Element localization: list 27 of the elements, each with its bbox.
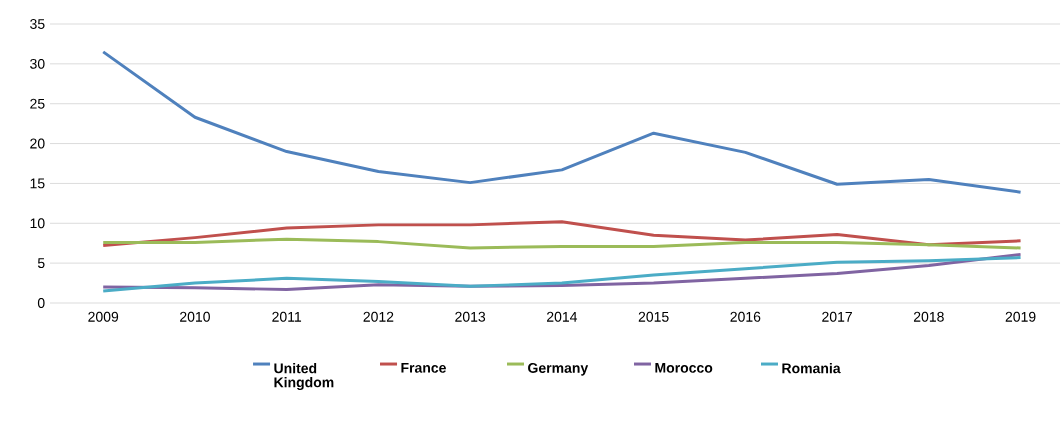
x-tick-label: 2009 xyxy=(88,311,119,322)
legend-label: Romania xyxy=(782,362,841,374)
x-tick-label: 2016 xyxy=(730,311,761,322)
x-tick-label: 2019 xyxy=(1005,311,1036,322)
x-tick-label: 2010 xyxy=(180,311,210,322)
x-tick-label: 2013 xyxy=(455,311,486,322)
line-series xyxy=(101,220,1023,248)
legend-label: Germany xyxy=(528,362,589,376)
line-series xyxy=(101,50,1023,194)
legend-label: France xyxy=(401,362,446,373)
x-tick-label: 2017 xyxy=(822,311,852,322)
x-tick-label: 2018 xyxy=(913,311,944,322)
y-tick-label: 15 xyxy=(30,178,45,189)
line-series xyxy=(101,237,1023,250)
x-tick-label: 2012 xyxy=(363,311,394,322)
y-tick-label: 35 xyxy=(30,19,45,29)
x-tick-label: 2011 xyxy=(272,311,302,322)
y-tick-label: 10 xyxy=(30,218,45,229)
y-tick-label: 0 xyxy=(37,298,45,308)
x-tick-label: 2014 xyxy=(547,311,578,322)
legend-label: Morocco xyxy=(655,362,713,373)
y-tick-label: 30 xyxy=(30,58,45,69)
y-tick-label: 5 xyxy=(37,258,45,269)
legend-label: United Kingdom xyxy=(274,362,334,391)
y-tick-label: 20 xyxy=(30,138,45,149)
x-tick-label: 2015 xyxy=(638,311,669,322)
y-tick-label: 25 xyxy=(30,98,45,109)
